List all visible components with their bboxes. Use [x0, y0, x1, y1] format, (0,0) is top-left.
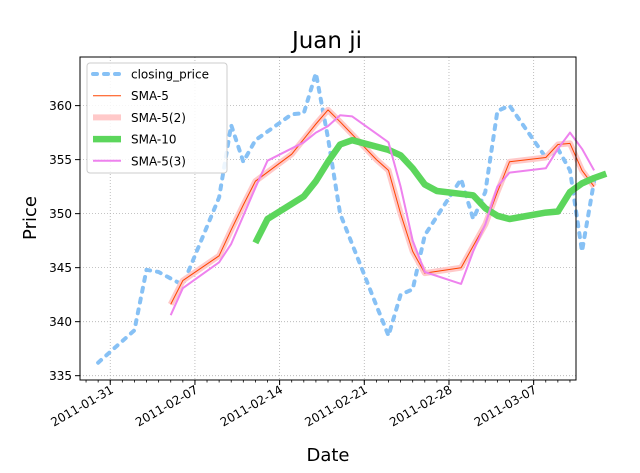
- series-line-sma-10: [252, 136, 608, 245]
- y-tick-label: 345: [49, 261, 72, 275]
- x-axis-label: Date: [306, 445, 349, 466]
- y-tick-label: 335: [49, 369, 72, 383]
- y-tick-label: 360: [49, 99, 72, 113]
- legend-label: SMA-5: [131, 89, 169, 103]
- legend-label: SMA-5(2): [131, 111, 186, 125]
- series-layer: [96, 71, 608, 365]
- legend-label: SMA-5(3): [131, 154, 186, 168]
- y-tick-label: 350: [49, 207, 72, 221]
- chart-title: Juan ji: [290, 28, 362, 54]
- legend-label: SMA-10: [131, 133, 177, 147]
- series-line-sma-5-3: [169, 114, 595, 316]
- series-line-sma-5: [170, 109, 595, 305]
- legend-label: closing_price: [131, 68, 209, 82]
- y-tick-label: 355: [49, 153, 72, 167]
- y-axis-label: Price: [20, 196, 41, 240]
- legend: closing_price SMA-5 SMA-5(2) SMA-10 SMA-5(3): [86, 62, 228, 174]
- y-tick-label: 340: [49, 315, 72, 329]
- legend-box: [86, 62, 228, 174]
